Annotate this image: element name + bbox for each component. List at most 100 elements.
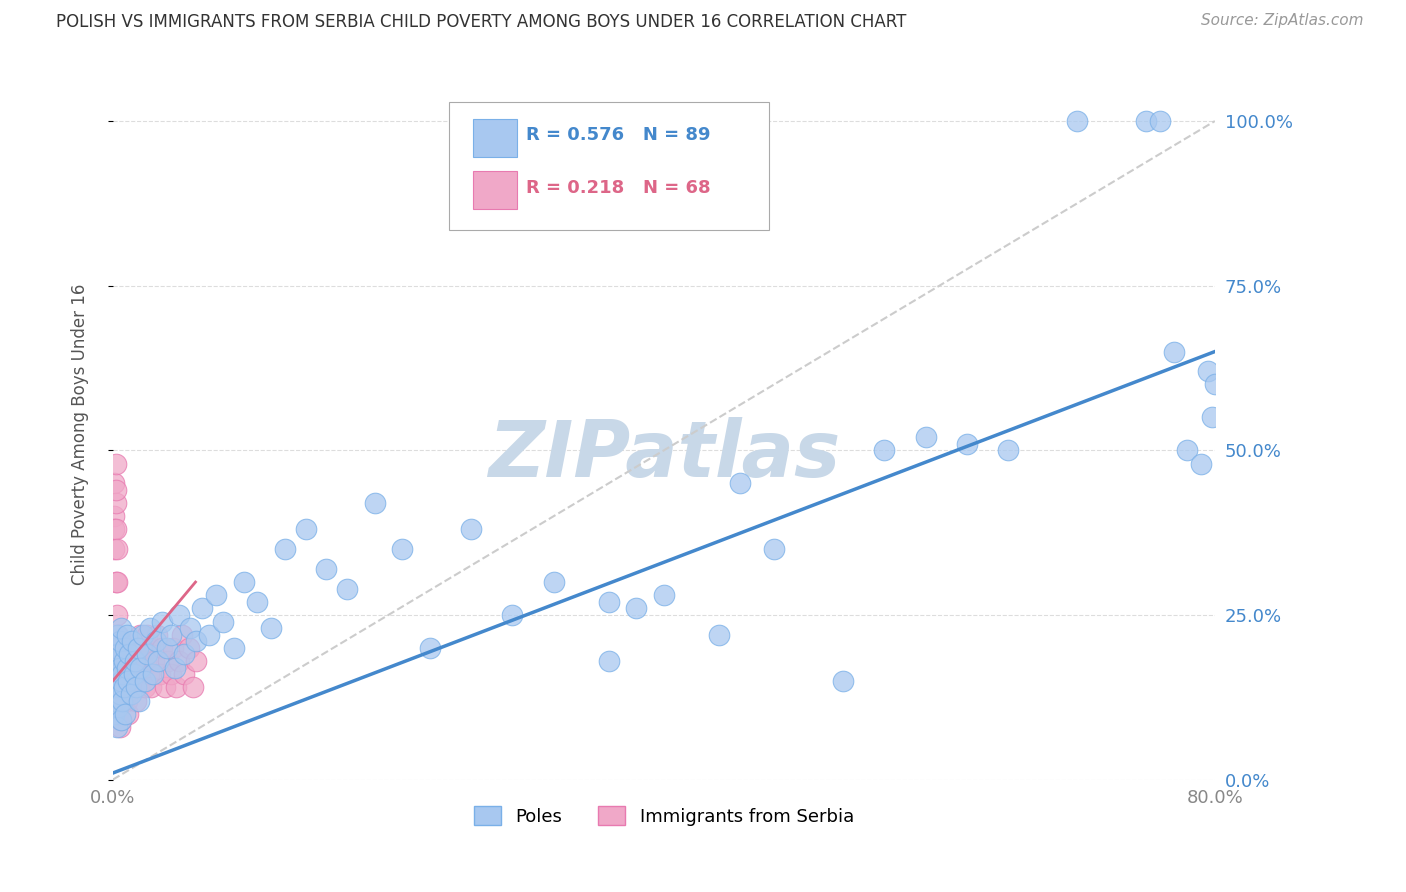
Point [165,681,187,695]
Point [626,601,648,615]
Point [141,681,163,695]
Point [956,436,979,450]
Point [105,654,128,668]
Point [115,660,138,674]
Point [120,654,142,668]
Point [108,640,131,655]
Point [1189,457,1212,471]
Point [125,693,148,707]
Point [111,693,134,707]
Point [112,693,135,707]
Point [117,667,139,681]
Point [104,693,127,707]
Point [105,720,128,734]
Point [136,628,159,642]
Point [108,720,131,734]
Point [132,628,155,642]
Point [139,640,162,655]
Point [108,687,131,701]
Point [108,660,131,674]
Point [103,542,125,557]
Point [111,681,134,695]
Point [543,575,565,590]
Point [107,681,129,695]
Point [222,640,245,655]
Point [103,673,125,688]
Point [246,595,269,609]
Point [117,673,139,688]
Point [652,588,675,602]
Point [110,673,132,688]
Point [122,667,145,681]
Point [145,634,167,648]
Point [763,542,786,557]
Point [198,628,221,642]
Point [112,667,135,681]
Point [179,621,201,635]
Point [155,640,177,655]
Point [832,673,855,688]
Point [149,667,172,681]
Point [1197,364,1219,378]
Point [156,654,179,668]
Point [120,687,142,701]
Point [1135,114,1157,128]
Point [501,607,523,622]
Point [598,595,620,609]
Point [134,673,156,688]
Text: ZIPatlas: ZIPatlas [488,417,839,492]
Bar [474,171,517,209]
Point [152,640,174,655]
Point [159,667,181,681]
Point [128,681,150,695]
Point [1163,344,1185,359]
Point [125,681,148,695]
Point [103,476,125,491]
Point [105,640,128,655]
Point [108,660,131,674]
Point [103,706,125,721]
Point [460,522,482,536]
Point [1175,443,1198,458]
Text: Source: ZipAtlas.com: Source: ZipAtlas.com [1201,13,1364,29]
Bar [474,120,517,157]
Point [707,628,730,642]
Point [128,693,150,707]
Point [177,640,200,655]
Point [103,509,125,524]
Point [112,654,135,668]
Point [111,667,134,681]
Legend: Poles, Immigrants from Serbia: Poles, Immigrants from Serbia [467,799,862,833]
Point [105,667,128,681]
Point [873,443,896,458]
Point [336,582,359,596]
Point [105,542,128,557]
Point [114,673,136,688]
Point [107,628,129,642]
FancyBboxPatch shape [449,102,769,230]
Point [124,654,146,668]
Point [107,700,129,714]
Point [138,667,160,681]
Point [111,654,134,668]
Point [107,706,129,721]
Point [118,648,141,662]
Point [108,634,131,648]
Point [205,588,228,602]
Point [1204,377,1226,392]
Point [997,443,1019,458]
Point [105,607,128,622]
Text: R = 0.576   N = 89: R = 0.576 N = 89 [526,126,710,145]
Point [315,562,337,576]
Text: R = 0.218   N = 68: R = 0.218 N = 68 [526,179,710,197]
Point [115,628,138,642]
Point [104,496,127,510]
Point [173,667,195,681]
Point [104,575,127,590]
Point [162,640,184,655]
Point [105,673,128,688]
Point [114,640,136,655]
Point [1201,410,1223,425]
Point [148,654,170,668]
Point [127,640,149,655]
